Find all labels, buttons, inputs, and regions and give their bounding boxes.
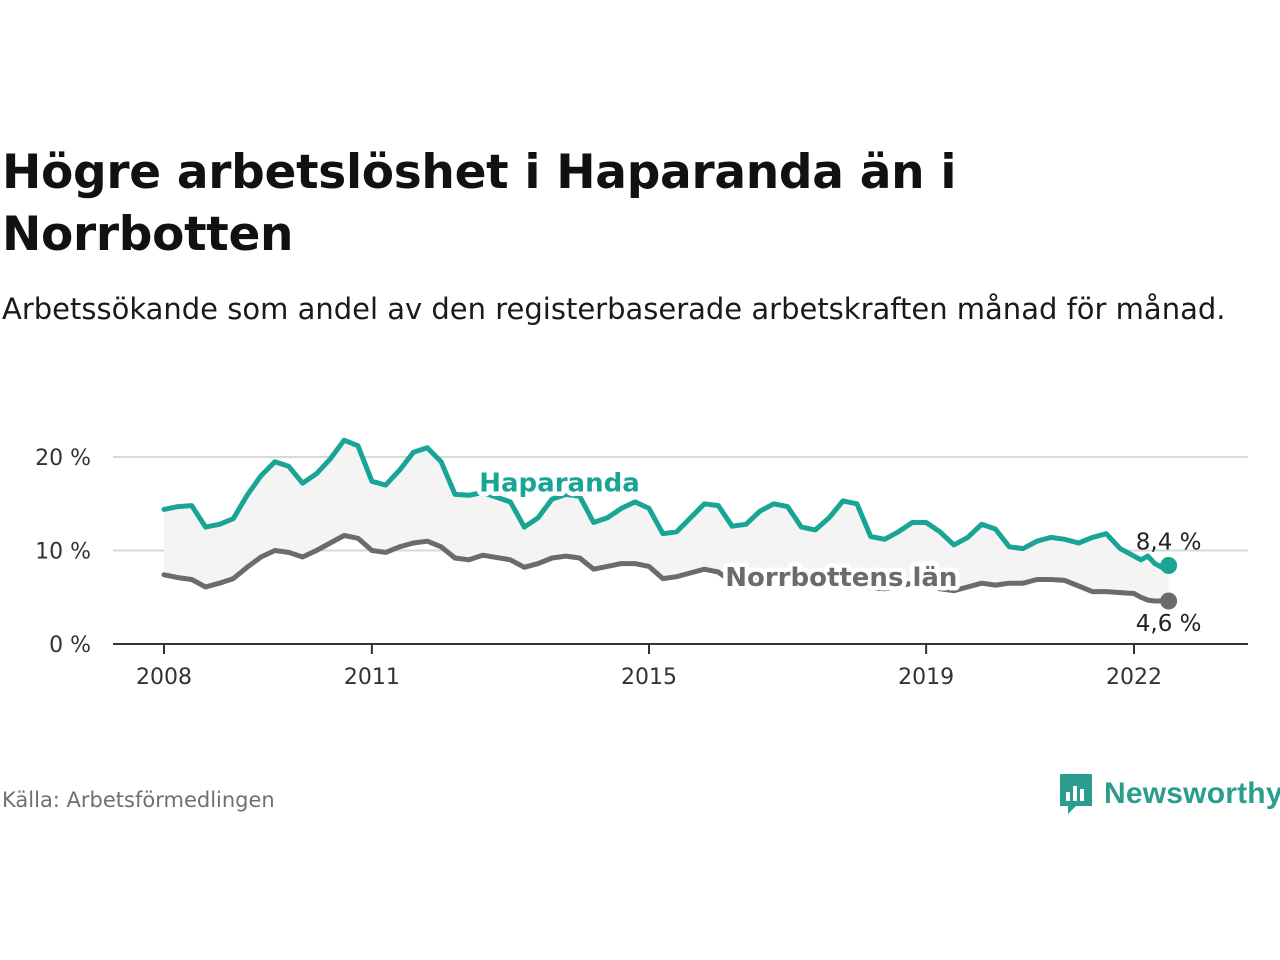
- norrbotten-end-label: 4,6 %: [1136, 611, 1202, 637]
- x-tick-label: 2011: [344, 665, 400, 690]
- norrbotten-end-point: [1160, 592, 1178, 610]
- x-tick-label: 2008: [136, 665, 192, 690]
- line-chart: 0 % 10 % 20 % 2008 2011 2015 2019 2022 8,4 % 4,6 …: [35, 437, 1248, 690]
- y-tick-label: 0 %: [49, 633, 91, 658]
- x-tick-label: 2015: [621, 665, 677, 690]
- norrbotten-series-label: Norrbottens län: [725, 563, 957, 593]
- y-tick-label: 20 %: [35, 446, 91, 471]
- x-tick-label: 2022: [1106, 665, 1162, 690]
- newsworthy-logo-icon: [1060, 774, 1092, 814]
- norrbotten-line: [161, 533, 1172, 604]
- chart-subtitle: Arbetssökande som andel av den registerb…: [2, 292, 1226, 326]
- haparanda-series-label: Haparanda: [479, 469, 640, 499]
- haparanda-line: [161, 437, 1172, 570]
- source-note: Källa: Arbetsförmedlingen: [2, 788, 275, 812]
- brand-name: Newsworthy: [1104, 777, 1280, 810]
- haparanda-end-point: [1160, 556, 1178, 574]
- chart-title: Högre arbetslöshet i Haparanda än i Norr…: [2, 145, 957, 262]
- brand-logo[interactable]: Newsworthy: [1058, 772, 1280, 816]
- x-tick-label: 2019: [898, 665, 954, 690]
- y-tick-label: 10 %: [35, 540, 91, 565]
- range-band: [164, 440, 1169, 601]
- haparanda-end-label: 8,4 %: [1136, 529, 1202, 555]
